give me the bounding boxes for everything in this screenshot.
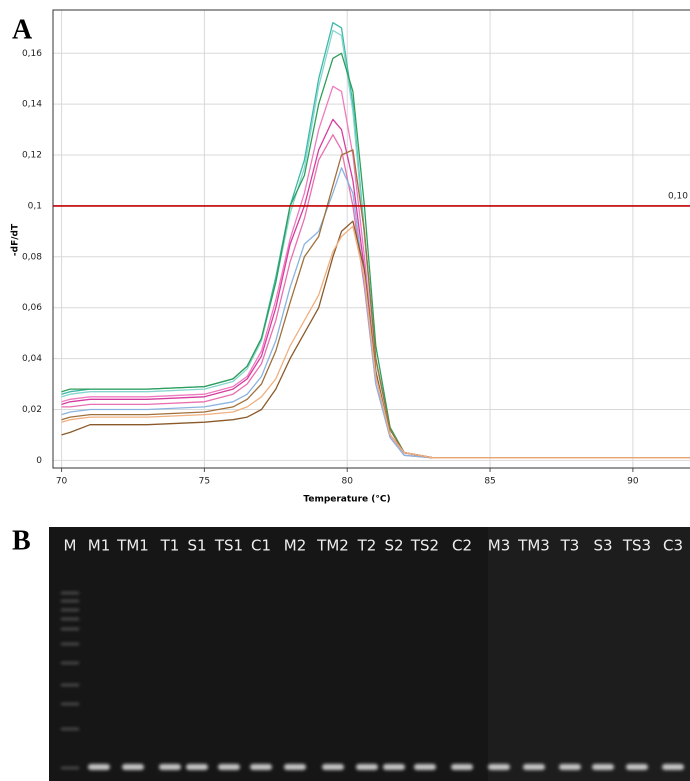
lane-label: T2: [357, 537, 377, 555]
product-band: [451, 764, 473, 770]
lane-label: T3: [560, 537, 580, 555]
lane-label: M: [64, 537, 77, 555]
lane-label: T1: [160, 537, 180, 555]
product-band: [383, 764, 405, 770]
y-tick-label: 0,02: [22, 405, 42, 415]
lane-label: TM3: [517, 537, 550, 555]
x-tick-label: 90: [627, 477, 639, 487]
lane-label: S1: [187, 537, 206, 555]
gel-left: [49, 527, 488, 781]
lane-label: S3: [593, 537, 612, 555]
y-tick-label: 0,12: [22, 151, 42, 161]
y-tick-label: 0,04: [22, 354, 42, 364]
lane-label: S2: [384, 537, 403, 555]
product-band: [592, 764, 614, 770]
lane-label: TS3: [622, 537, 651, 555]
product-band: [626, 764, 648, 770]
lane-label: M2: [284, 537, 307, 555]
melt-curve: [62, 30, 690, 457]
ladder-band: [61, 618, 79, 620]
y-tick-label: 0,14: [22, 100, 42, 110]
panel-label: A: [12, 14, 33, 45]
product-band: [559, 764, 581, 770]
y-tick-label: 0: [36, 456, 42, 466]
melt-curve-plot: 0 0,02 0,04 0,06 0,08 0,1 0,12 0,14 0,16 70 75 80 85…: [22, 10, 690, 487]
gel-right: [488, 527, 690, 781]
melt-curve: [62, 119, 690, 457]
ladder-band: [61, 767, 79, 769]
ladder-band: [61, 684, 79, 686]
product-band: [322, 764, 344, 770]
x-tick-label: 75: [199, 477, 210, 487]
product-band: [488, 764, 510, 770]
product-band: [122, 764, 144, 770]
ladder-band: [61, 728, 79, 730]
ladder-band: [61, 609, 79, 611]
ladder-band: [61, 643, 79, 645]
y-tick-label: 0,1: [28, 201, 42, 211]
threshold-label: 0,10: [668, 191, 688, 201]
ladder-band: [61, 600, 79, 602]
lane-label: TM1: [116, 537, 149, 555]
product-band: [284, 764, 306, 770]
lane-label: C3: [663, 537, 683, 555]
product-band: [662, 764, 684, 770]
page: A B 0 0,02 0,04 0,06 0,08 0,1 0,12 0,14 0,16 70 75…: [0, 0, 690, 781]
product-band: [523, 764, 545, 770]
x-tick-label: 70: [56, 477, 68, 487]
melt-curve: [62, 150, 690, 458]
product-band: [356, 764, 378, 770]
melt-curve: [62, 86, 690, 458]
y-tick-label: 0,08: [22, 252, 42, 262]
figure: A B 0 0,02 0,04 0,06 0,08 0,1 0,12 0,14 0,16 70 75…: [0, 0, 690, 781]
product-band: [414, 764, 436, 770]
panel-label: B: [12, 525, 31, 556]
product-band: [159, 764, 181, 770]
lane-label: M3: [488, 537, 511, 555]
lane-label: TS2: [410, 537, 439, 555]
x-tick-label: 80: [341, 477, 353, 487]
ladder-band: [61, 592, 79, 594]
x-axis-label: Temperature (°C): [303, 495, 390, 505]
y-axis-label: -dF/dT: [11, 223, 21, 256]
lane-label: M1: [88, 537, 111, 555]
ladder-band: [61, 628, 79, 630]
x-tick-label: 85: [484, 477, 495, 487]
ladder-band: [61, 703, 79, 705]
product-band: [250, 764, 272, 770]
product-band: [88, 764, 110, 770]
gel-image: [49, 527, 690, 781]
lane-label: TS1: [214, 537, 243, 555]
melt-curve: [62, 23, 690, 458]
ladder-band: [61, 662, 79, 664]
y-tick-label: 0,06: [22, 303, 42, 313]
y-tick-label: 0,16: [22, 49, 42, 59]
melt-curve: [62, 53, 690, 458]
lane-label: C1: [251, 537, 271, 555]
product-band: [218, 764, 240, 770]
lane-label: TM2: [316, 537, 349, 555]
lane-label: C2: [452, 537, 472, 555]
product-band: [186, 764, 208, 770]
